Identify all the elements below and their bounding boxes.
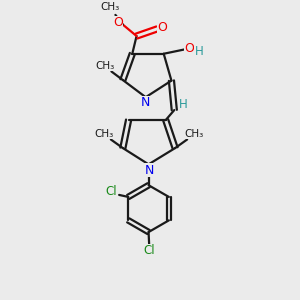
Text: O: O: [157, 21, 167, 34]
Text: H: H: [178, 98, 187, 111]
Text: Cl: Cl: [105, 185, 117, 198]
Text: O: O: [113, 16, 123, 29]
Text: N: N: [145, 164, 154, 177]
Text: CH₃: CH₃: [95, 129, 114, 139]
Text: O: O: [184, 42, 194, 55]
Text: CH₃: CH₃: [95, 61, 115, 71]
Text: N: N: [140, 96, 150, 110]
Text: Cl: Cl: [143, 244, 155, 257]
Text: CH₃: CH₃: [184, 129, 203, 139]
Text: H: H: [195, 45, 203, 58]
Text: CH₃: CH₃: [100, 2, 119, 12]
